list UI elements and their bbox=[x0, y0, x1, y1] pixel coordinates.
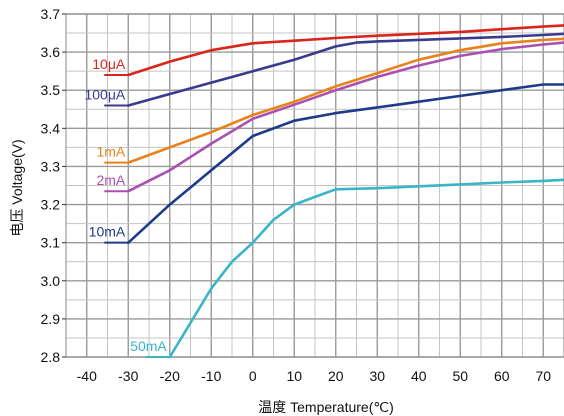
series-line-10ma bbox=[127, 83, 564, 244]
plot-border bbox=[65, 13, 564, 358]
x-axis-title: 温度 Temperature(℃) bbox=[258, 399, 394, 415]
series-label: 100μA bbox=[84, 86, 125, 102]
x-tick-label: -20 bbox=[160, 368, 180, 384]
y-tick-label: 3.6 bbox=[41, 44, 61, 60]
y-tick-label: 3.5 bbox=[41, 82, 61, 98]
x-tick-label: 10 bbox=[286, 368, 302, 384]
series-lines bbox=[127, 24, 564, 359]
y-tick-label: 3.1 bbox=[41, 235, 61, 251]
x-tick-label: 40 bbox=[411, 368, 427, 384]
y-tick-label: 3.4 bbox=[41, 120, 61, 136]
series-line-2ma bbox=[127, 41, 564, 193]
y-tick-label: 2.8 bbox=[41, 349, 61, 365]
series-line-50ma bbox=[168, 178, 564, 359]
series-line-10a bbox=[127, 24, 564, 77]
y-tick-label: 2.9 bbox=[41, 311, 61, 327]
x-tick-label: 70 bbox=[535, 368, 551, 384]
series-label: 2mA bbox=[96, 172, 125, 188]
grid bbox=[65, 13, 564, 358]
x-tick-label: 30 bbox=[369, 368, 385, 384]
series-label: 10μA bbox=[92, 56, 126, 72]
y-axis-ticks: 2.8 2.9 3.0 3.1 3.2 3.3 3.4 3.5 3.6 3.7 bbox=[41, 6, 66, 365]
y-tick-label: 3.2 bbox=[41, 197, 61, 213]
x-tick-label: -40 bbox=[77, 368, 97, 384]
y-axis-title: 电压 Voltage(V) bbox=[9, 139, 25, 236]
series-labels: 10μA 100μA 1mA 2mA 10mA 50mA bbox=[84, 56, 170, 358]
y-tick-label: 3.7 bbox=[41, 6, 61, 22]
x-tick-label: 60 bbox=[494, 368, 510, 384]
series-label: 50mA bbox=[130, 338, 167, 354]
y-tick-label: 3.0 bbox=[41, 273, 61, 289]
x-tick-label: -30 bbox=[118, 368, 138, 384]
x-tick-label: 20 bbox=[328, 368, 344, 384]
series-line-1ma bbox=[127, 37, 564, 164]
x-tick-label: 50 bbox=[452, 368, 468, 384]
series-label: 10mA bbox=[89, 224, 126, 240]
series-label: 1mA bbox=[96, 144, 125, 160]
x-axis-ticks: -40 -30 -20 -10 0 10 20 30 40 50 60 70 bbox=[77, 368, 552, 384]
x-tick-label: 0 bbox=[249, 368, 257, 384]
y-tick-label: 3.3 bbox=[41, 158, 61, 174]
x-tick-label: -10 bbox=[201, 368, 221, 384]
series-line-100a bbox=[127, 32, 564, 107]
